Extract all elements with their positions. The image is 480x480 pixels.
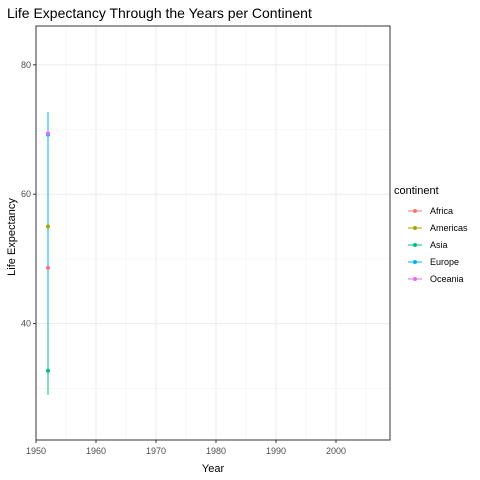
legend-label: Oceania (430, 274, 464, 284)
legend-key-point (413, 260, 417, 264)
legend-label: Europe (430, 257, 459, 267)
legend-label: Americas (430, 223, 468, 233)
plot-panel-border (35, 25, 391, 441)
x-tick-label: 1990 (266, 446, 286, 456)
y-axis-title: Life Expectancy (6, 198, 18, 276)
legend-title: continent (394, 185, 439, 197)
series-point (46, 224, 50, 229)
legend-key-point (413, 209, 417, 213)
axis-ticks: 1950 1960 1970 1980 1990 2000 40 60 80 (21, 60, 346, 456)
chart-title: Life Expectancy Through the Years per Co… (7, 5, 312, 21)
x-tick-label: 1970 (146, 446, 166, 456)
y-tick-label: 40 (21, 319, 31, 329)
x-axis-title: Year (202, 463, 225, 475)
series-point (46, 265, 50, 270)
y-tick-label: 60 (21, 189, 31, 199)
legend-label: Africa (430, 206, 453, 216)
x-tick-label: 1960 (86, 446, 106, 456)
legend: continent Africa Americas Asia Europe Oceani… (394, 185, 468, 284)
grid (35, 26, 390, 440)
data-marks (46, 112, 50, 395)
x-tick-label: 2000 (326, 446, 346, 456)
y-tick-label: 80 (21, 60, 31, 70)
legend-key-point (413, 226, 417, 230)
legend-key-point (413, 277, 417, 281)
x-tick-label: 1950 (26, 446, 46, 456)
legend-label: Asia (430, 240, 448, 250)
series-point (46, 131, 50, 136)
series-point (46, 368, 50, 373)
x-tick-label: 1980 (206, 446, 226, 456)
legend-key-point (413, 243, 417, 247)
